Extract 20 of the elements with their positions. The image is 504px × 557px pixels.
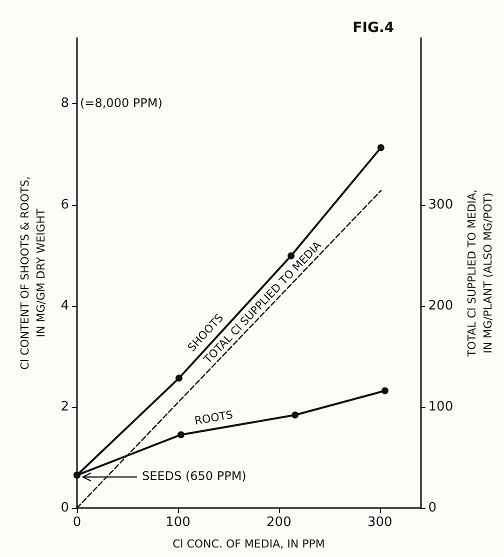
y2-tick-label: 300 xyxy=(428,197,454,212)
y-axis-title: Cl CONTENT OF SHOOTS & ROOTS, IN MG/GM DRY WEIGHT xyxy=(18,176,48,370)
x-axis-title: Cl CONC. OF MEDIA, IN PPM xyxy=(172,538,325,550)
x-tick-label: 100 xyxy=(166,515,190,530)
y2-tick-label: 200 xyxy=(428,298,454,314)
y-tick-label: 6 xyxy=(60,197,69,212)
annotation: SEEDS (650 PPM) xyxy=(142,469,246,483)
y-tick-label: 2 xyxy=(60,399,69,414)
y-tick-label: 0 xyxy=(60,500,69,516)
x-tick-label: 300 xyxy=(367,515,392,530)
y2-tick-label: 0 xyxy=(428,500,437,516)
y2-tick-label: 100 xyxy=(428,399,454,414)
annotation: (=8,000 PPM) xyxy=(80,96,162,110)
y-tick-label: 4 xyxy=(60,298,69,314)
chart-title: FIG.4 xyxy=(352,20,394,36)
text: ROOTS xyxy=(194,408,234,428)
y2-axis-title: TOTAL Cl SUPPLIED TO MEDIA, IN MG/PLANT (ALSO MG/POT) xyxy=(466,189,494,358)
x-tick-label: 200 xyxy=(266,515,292,530)
y-tick-label: 8 xyxy=(60,96,69,112)
x-tick-label: 0 xyxy=(72,515,82,530)
